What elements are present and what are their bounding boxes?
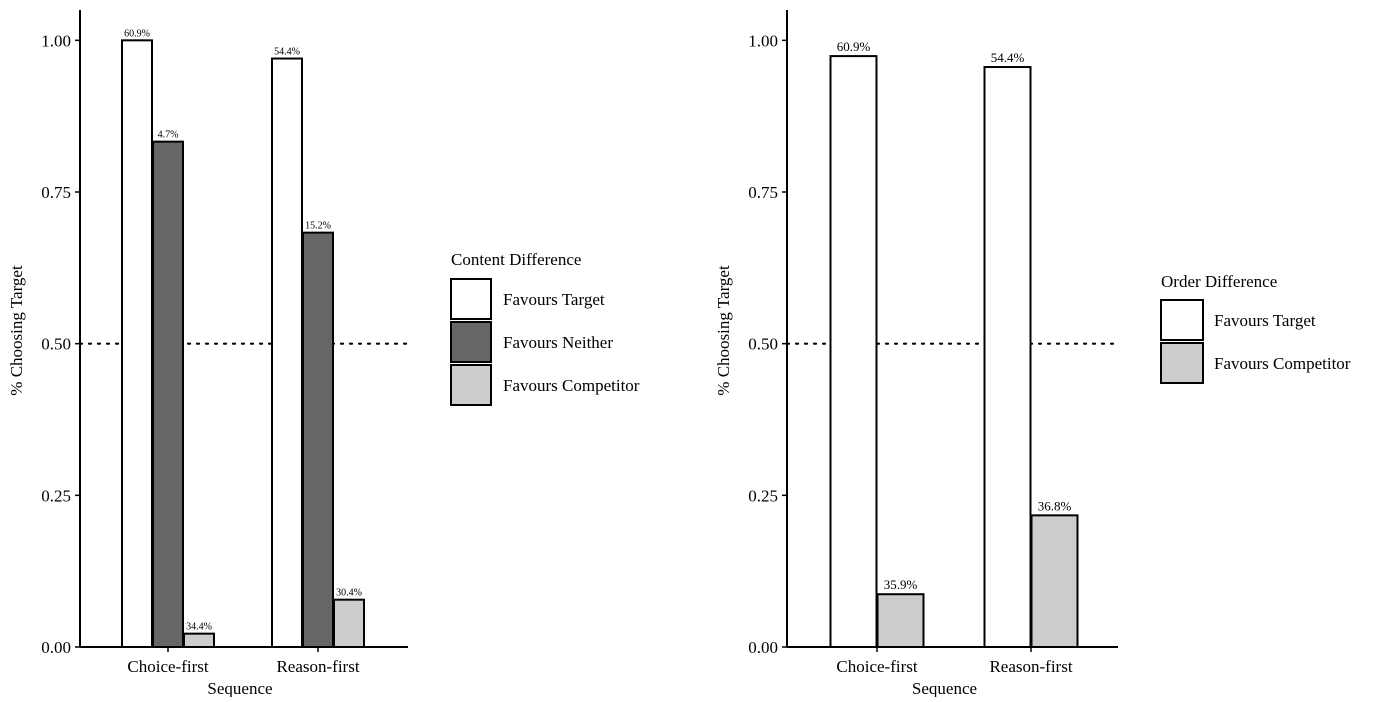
legend: Order Difference Favours Target Favours Co… (1160, 272, 1351, 384)
x-tick-label: Choice-first (836, 657, 917, 676)
data-label: 4.7% (158, 130, 179, 141)
legend-swatch (1160, 342, 1204, 384)
data-label: 30.4% (336, 588, 362, 599)
bar-favours-target (271, 57, 303, 649)
y-axis-title: % Choosing Target (714, 265, 733, 396)
legend-entry: Favours Target (1214, 311, 1316, 330)
x-axis-title: Sequence (207, 679, 272, 697)
y-axis-title: % Choosing Target (7, 265, 26, 396)
y-tick-label: 0.75 (748, 183, 778, 202)
data-label: 60.9% (124, 28, 150, 39)
y-tick-label: 1.00 (41, 31, 71, 50)
legend: Content Difference Favours Target Favours … (450, 250, 640, 406)
data-label: 60.9% (837, 39, 871, 54)
data-label: 35.9% (884, 577, 918, 592)
legend-swatch (450, 321, 492, 363)
y-tick-label: 0.50 (748, 335, 778, 354)
legend-swatch (1160, 299, 1204, 341)
x-tick-label: Choice-first (127, 657, 208, 676)
legend-entry: Favours Neither (503, 333, 613, 352)
legend-entry: Favours Target (503, 290, 605, 309)
legend-title: Order Difference (1161, 272, 1277, 291)
bar-favours-neither (302, 231, 334, 648)
y-tick-label: 1.00 (748, 31, 778, 50)
bar-favours-neither (152, 140, 184, 648)
data-label: 54.4% (274, 47, 300, 58)
bar-favours-competitor (333, 598, 365, 648)
bar-favours-competitor (183, 632, 215, 648)
legend-entry: Favours Competitor (1214, 354, 1351, 373)
data-label: 36.8% (1038, 498, 1072, 513)
data-label: 15.2% (305, 221, 331, 232)
legend-title: Content Difference (451, 250, 581, 269)
bar-favours-competitor (876, 593, 925, 648)
x-tick-label: Reason-first (276, 657, 359, 676)
y-tick-label: 0.75 (41, 183, 71, 202)
bar-favours-target (983, 66, 1032, 648)
y-tick-label: 0.25 (41, 486, 71, 505)
x-axis-title: Sequence (912, 679, 977, 697)
legend-entry: Favours Competitor (503, 376, 640, 395)
y-tick-label: 0.25 (748, 486, 778, 505)
bar-favours-target (121, 39, 153, 649)
y-tick-label: 0.00 (748, 638, 778, 657)
data-label: 54.4% (991, 50, 1025, 65)
x-tick-label: Reason-first (989, 657, 1072, 676)
y-tick-label: 0.00 (41, 638, 71, 657)
bar-favours-target (829, 55, 878, 648)
y-tick-label: 0.50 (41, 335, 71, 354)
data-label: 34.4% (186, 622, 212, 633)
legend-swatch (450, 278, 492, 320)
content-difference-panel: 0.00 0.25 0.50 0.75 1.00 60.9% 4.7% 34.4% Choice… (7, 10, 640, 698)
order-difference-panel: 0.00 0.25 0.50 0.75 1.00 60.9% 35.9% Choice-fir… (714, 10, 1351, 698)
bar-favours-competitor (1030, 514, 1079, 648)
legend-swatch (450, 364, 492, 406)
